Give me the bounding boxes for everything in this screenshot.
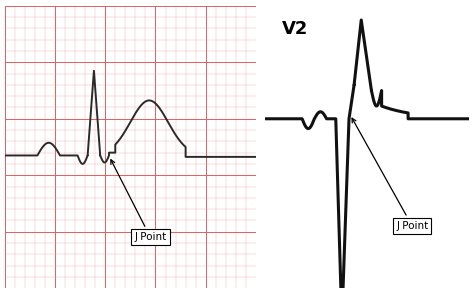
Text: J Point: J Point xyxy=(111,160,166,242)
Text: J Point: J Point xyxy=(352,118,428,231)
Text: V2: V2 xyxy=(282,20,308,38)
